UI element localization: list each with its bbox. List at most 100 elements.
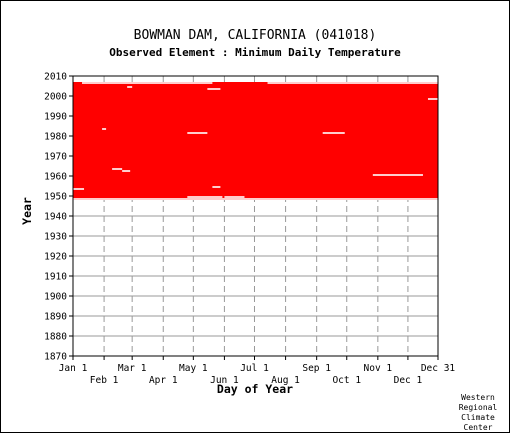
credit-line: Climate <box>461 413 495 422</box>
y-axis-title: Year <box>20 197 34 225</box>
data-gap <box>122 170 131 172</box>
data-year-row <box>73 92 438 94</box>
data-year-row <box>73 130 438 132</box>
chart-subtitle: Observed Element : Minimum Daily Tempera… <box>109 46 401 59</box>
y-tick-label: 1940 <box>44 212 67 223</box>
data-year-row <box>73 190 438 192</box>
data-year-row <box>73 112 438 114</box>
data-year-row <box>73 178 438 180</box>
data-year-row <box>73 174 438 176</box>
data-year-row <box>73 82 438 84</box>
data-gap <box>73 188 85 190</box>
x-tick-label: Sep 1 <box>302 363 331 374</box>
data-gap <box>112 168 123 170</box>
data-year-row <box>73 182 438 184</box>
x-axis-ticks: Jan 1 Mar 1 May 1 Jul 1 Sep 1 Nov 1 Dec 31 Feb … <box>59 356 456 386</box>
data-year-row <box>73 90 438 92</box>
credit-line: Western <box>461 393 495 402</box>
data-year-row <box>73 108 438 110</box>
data-gap <box>224 196 245 198</box>
y-tick-label: 1880 <box>44 332 67 343</box>
data-year-row <box>73 142 438 144</box>
data-year-row <box>73 144 438 146</box>
credit-line: Regional <box>459 403 498 412</box>
data-year-row <box>73 152 438 154</box>
data-year-row <box>73 118 438 120</box>
data-year-row <box>73 124 438 126</box>
x-tick-label: Oct 1 <box>332 375 361 386</box>
data-year-row <box>73 196 438 198</box>
data-year-row <box>73 160 438 162</box>
y-tick-label: 1900 <box>44 292 67 303</box>
data-gap <box>102 128 107 130</box>
y-tick-label: 1960 <box>44 172 67 183</box>
data-year-row <box>73 120 438 122</box>
y-tick-label: 1970 <box>44 152 67 163</box>
data-gap <box>187 196 223 198</box>
data-year-row <box>73 94 438 96</box>
data-year-row <box>73 186 438 188</box>
x-tick-label: Apr 1 <box>149 375 178 386</box>
data-gap <box>427 98 438 100</box>
data-year-row <box>73 154 438 156</box>
chart-title: BOWMAN DAM, CALIFORNIA (041018) <box>134 28 377 43</box>
data-year-row <box>73 126 438 128</box>
data-year-row <box>73 172 438 174</box>
y-tick-label: 1990 <box>44 112 67 123</box>
data-year-row <box>73 132 438 134</box>
data-year-row <box>73 168 438 170</box>
y-tick-label: 1950 <box>44 192 67 203</box>
data-gap <box>73 198 438 200</box>
data-points <box>73 82 438 200</box>
x-tick-label: Jan 1 <box>59 363 88 374</box>
x-tick-label: Dec 31 <box>421 363 456 374</box>
data-gap <box>82 82 213 84</box>
y-tick-label: 1870 <box>44 352 67 363</box>
data-year-row <box>73 138 438 140</box>
y-axis-ticks: 1870 1880 1890 1900 1910 1920 1930 1940 1950 1960… <box>44 72 73 363</box>
data-year-row <box>73 156 438 158</box>
data-year-row <box>73 88 438 90</box>
y-tick-label: 1930 <box>44 232 67 243</box>
data-year-row <box>73 184 438 186</box>
data-year-row <box>73 110 438 112</box>
data-year-row <box>73 104 438 106</box>
data-year-row <box>73 100 438 102</box>
data-gaps <box>73 82 438 200</box>
data-year-row <box>73 148 438 150</box>
data-year-row <box>73 122 438 124</box>
x-tick-label: Dec 1 <box>394 375 423 386</box>
data-year-row <box>73 106 438 108</box>
y-tick-label: 2000 <box>44 92 67 103</box>
data-year-row <box>73 188 438 190</box>
data-gap <box>372 174 423 176</box>
data-year-row <box>73 116 438 118</box>
data-year-row <box>73 162 438 164</box>
data-year-row <box>73 146 438 148</box>
data-year-row <box>73 170 438 172</box>
data-year-row <box>73 96 438 98</box>
x-tick-label: Mar 1 <box>118 363 147 374</box>
data-year-row <box>73 194 438 196</box>
data-year-row <box>73 86 438 88</box>
y-tick-label: 1910 <box>44 272 67 283</box>
data-gap <box>207 88 221 90</box>
data-gap <box>267 82 438 84</box>
x-tick-label: Jun 1 <box>210 375 239 386</box>
data-year-row <box>73 176 438 178</box>
y-tick-label: 2010 <box>44 72 67 83</box>
data-gap <box>187 132 208 134</box>
x-tick-label: Nov 1 <box>364 363 393 374</box>
credit-line: Center <box>464 423 493 432</box>
x-tick-label: Feb 1 <box>90 375 119 386</box>
data-year-row <box>73 136 438 138</box>
x-tick-label: May 1 <box>179 363 208 374</box>
data-year-row <box>73 166 438 168</box>
y-tick-label: 1980 <box>44 132 67 143</box>
data-year-row <box>73 150 438 152</box>
data-year-row <box>73 128 438 130</box>
data-year-row <box>73 192 438 194</box>
data-year-row <box>73 134 438 136</box>
